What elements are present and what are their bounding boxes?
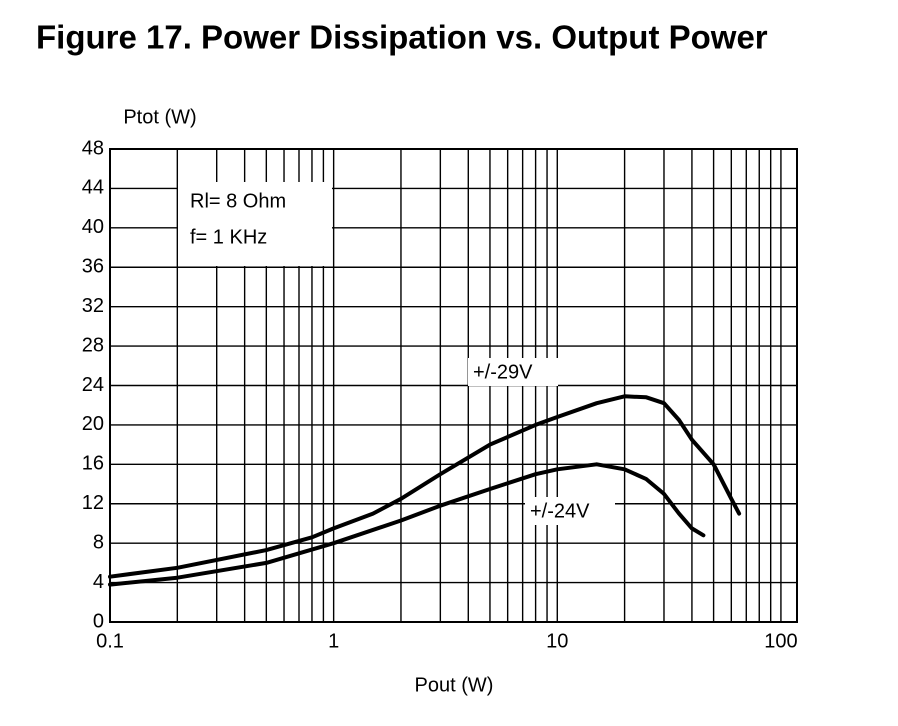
y-tick-label: 44 [82, 177, 104, 199]
y-tick-label: 28 [82, 334, 104, 356]
x-tick-label: 0.1 [96, 630, 124, 652]
x-axis-label: Pout (W) [415, 674, 494, 696]
y-tick-label: 12 [82, 492, 104, 514]
y-tick-label: 36 [82, 256, 104, 278]
label-bg [525, 497, 615, 525]
line-series [108, 394, 742, 579]
chart-title: Figure 17. Power Dissipation vs. Output … [36, 19, 768, 56]
y-tick-label: 4 [93, 571, 104, 593]
label-bg [468, 358, 558, 386]
y-tick-label: 32 [82, 295, 104, 317]
y-tick-label: 48 [82, 137, 104, 159]
annotation: f= 1 KHz [190, 226, 267, 248]
y-tick-label: 0 [93, 610, 104, 632]
series-label: +/-29V [473, 361, 533, 383]
x-tick-label: 100 [764, 630, 797, 652]
line-series [108, 462, 706, 587]
legend-box [178, 182, 332, 266]
y-tick-label: 24 [82, 374, 104, 396]
y-tick-label: 20 [82, 413, 104, 435]
x-tick-label: 10 [546, 630, 568, 652]
x-tick-label: 1 [328, 630, 339, 652]
plot-frame [109, 148, 798, 623]
y-tick-label: 16 [82, 453, 104, 475]
series-label: +/-24V [530, 500, 590, 522]
annotation: Rl= 8 Ohm [190, 190, 286, 212]
y-tick-label: 40 [82, 216, 104, 238]
y-tick-label: 8 [93, 531, 104, 553]
y-axis-label: Ptot (W) [123, 106, 196, 128]
